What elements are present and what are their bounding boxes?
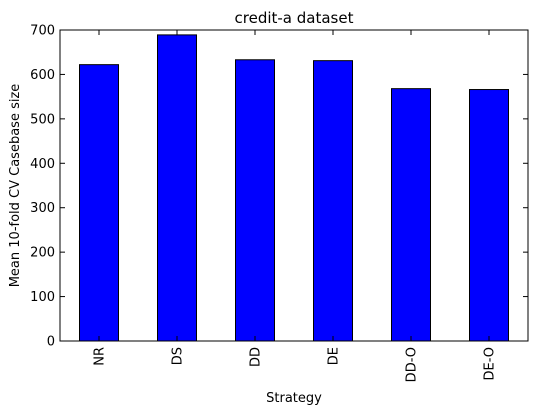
chart-title: credit-a dataset — [235, 9, 354, 27]
y-tick-label: 400 — [30, 157, 55, 172]
y-axis: 0 100 200 300 400 500 600 700 — [30, 24, 528, 350]
y-tick-label: 500 — [30, 112, 55, 127]
bar-de-o — [469, 89, 509, 342]
plot-frame — [59, 29, 529, 342]
y-tick-label: 0 — [47, 335, 55, 350]
y-tick-label: 600 — [30, 68, 55, 83]
x-tick-label: NR — [93, 347, 108, 366]
x-tick-label: DE — [327, 347, 342, 365]
bars — [79, 34, 509, 342]
y-tick-label: 300 — [30, 201, 55, 216]
x-tick-label: DD — [249, 347, 264, 367]
bar-dd-o — [391, 88, 431, 342]
y-tick-label: 700 — [30, 24, 55, 39]
x-axis-label: Strategy — [266, 391, 322, 406]
bar-ds — [157, 34, 197, 342]
x-tick-label: DD-O — [405, 347, 420, 382]
bar-dd — [235, 59, 275, 342]
x-axis: NR DS DD DE DD-O DE-O — [93, 30, 498, 382]
bar-de — [313, 60, 353, 342]
y-tick-label: 200 — [30, 246, 55, 261]
x-tick-label: DS — [171, 347, 186, 365]
bar-nr — [79, 64, 119, 342]
y-axis-label: Mean 10-fold CV Casebase size — [8, 84, 23, 288]
y-tick-label: 100 — [30, 290, 55, 305]
x-tick-label: DE-O — [483, 347, 498, 381]
